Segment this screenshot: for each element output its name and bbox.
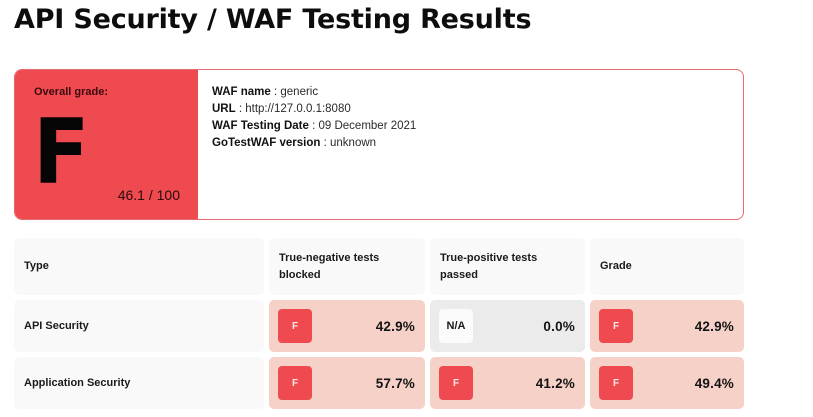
grade-badge: F [278,366,312,400]
header-grade: Grade [590,238,744,295]
true-negative-cell: F 57.7% [269,357,425,409]
percent-value: 57.7% [375,375,415,391]
grade-cell: F 49.4% [590,357,744,409]
row-type: API Security [14,300,264,352]
page-title: API Security / WAF Testing Results [14,4,532,35]
summary-card: Overall grade: F 46.1 / 100 WAF name : g… [14,69,744,220]
true-positive-cell: N/A 0.0% [430,300,585,352]
grade-badge: F [599,309,633,343]
overall-score: 46.1 / 100 [117,187,180,203]
url-value: http://127.0.0.1:8080 [245,103,351,115]
percent-value: 42.9% [375,318,415,334]
info-testing-date: WAF Testing Date : 09 December 2021 [212,120,417,132]
percent-value: 42.9% [694,318,734,334]
overall-grade-panel: Overall grade: F 46.1 / 100 [15,70,198,219]
percent-value: 41.2% [535,375,575,391]
true-negative-cell: F 42.9% [269,300,425,352]
true-positive-cell: F 41.2% [430,357,585,409]
header-true-negative: True-negative tests blocked [269,238,425,295]
results-table: Type True-negative tests blocked True-po… [14,238,744,414]
table-header-row: Type True-negative tests blocked True-po… [14,238,744,295]
table-row: API Security F 42.9% N/A 0.0% F 42.9% [14,300,744,352]
row-type: Application Security [14,357,264,409]
table-row: Application Security F 57.7% F 41.2% F 4… [14,357,744,409]
overall-grade-letter: F [33,100,90,205]
waf-info-panel: WAF name : generic URL : http://127.0.0.… [198,70,416,219]
percent-value: 49.4% [694,375,734,391]
info-gotestwaf-version: GoTestWAF version : unknown [212,137,377,149]
testing-date-value: 09 December 2021 [318,120,417,132]
header-type: Type [14,238,264,295]
grade-badge: F [599,366,633,400]
info-waf-name: WAF name : generic [212,86,319,98]
grade-badge: F [439,366,473,400]
grade-badge: F [278,309,312,343]
percent-value: 0.0% [543,318,575,334]
version-value: unknown [330,137,377,149]
overall-grade-label: Overall grade: [34,86,108,98]
waf-name-value: generic [280,86,319,98]
grade-badge-na: N/A [439,309,473,343]
info-url: URL : http://127.0.0.1:8080 [212,103,351,115]
header-true-positive: True-positive tests passed [430,238,585,295]
grade-cell: F 42.9% [590,300,744,352]
